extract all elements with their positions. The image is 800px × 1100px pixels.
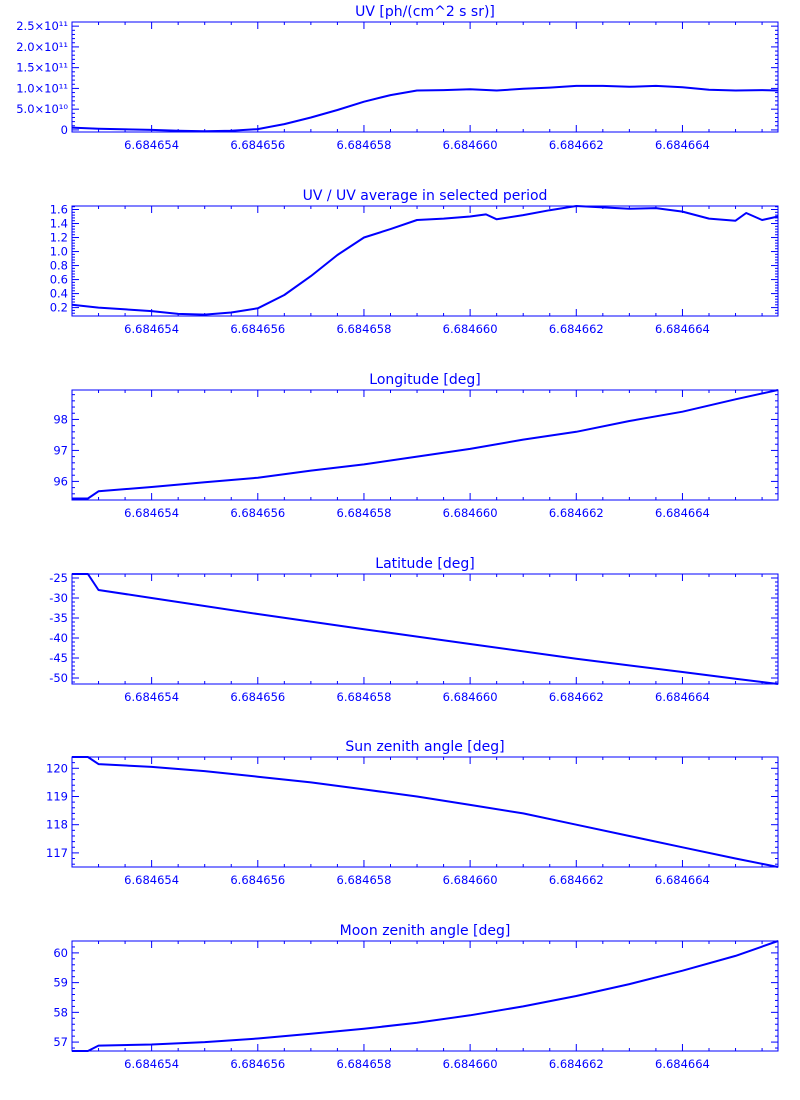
x-tick-label: 6.684662 (549, 1057, 604, 1071)
x-tick-label: 6.684656 (230, 690, 285, 704)
plot-frame (71, 756, 779, 868)
x-tick-label: 6.684664 (655, 322, 710, 336)
y-tick-label: 1.0 (50, 245, 68, 259)
chart-title: UV / UV average in selected period (303, 188, 548, 204)
series-line (71, 84, 779, 133)
x-tick-label: 6.684654 (124, 322, 179, 336)
y-tick-label: 0.2 (50, 301, 68, 315)
y-tick-label: 120 (46, 761, 68, 775)
x-tick-label: 6.684664 (655, 1057, 710, 1071)
x-tick-label: 6.684656 (230, 138, 285, 152)
chart-title: Moon zenith angle [deg] (340, 923, 511, 939)
y-tick-label: -40 (49, 631, 68, 645)
x-tick-label: 6.684654 (124, 690, 179, 704)
x-tick-label: 6.684656 (230, 322, 285, 336)
x-tick-label: 6.684658 (337, 322, 392, 336)
chart-title: UV [ph/(cm^2 s sr)] (355, 4, 495, 20)
series-line (71, 205, 779, 316)
y-tick-label: 5.0×10¹⁰ (16, 102, 68, 116)
x-tick-label: 6.684654 (124, 1057, 179, 1071)
x-tick-label: 6.684656 (230, 873, 285, 887)
y-tick-label: 1.5×10¹¹ (16, 61, 68, 75)
y-tick-label: -45 (49, 651, 68, 665)
x-tick-label: 6.684654 (124, 506, 179, 520)
x-tick-label: 6.684660 (443, 1057, 498, 1071)
x-tick-label: 6.684658 (337, 506, 392, 520)
y-tick-label: 1.4 (50, 217, 68, 231)
x-tick-label: 6.684662 (549, 690, 604, 704)
y-tick-label: 57 (53, 1035, 68, 1049)
chart-panel-0: UV [ph/(cm^2 s sr)] 6.684654 6.684656 6.684… (16, 4, 779, 152)
chart-title: Latitude [deg] (375, 556, 474, 572)
y-tick-label: 97 (53, 443, 68, 457)
x-tick-label: 6.684664 (655, 690, 710, 704)
chart-title: Sun zenith angle [deg] (345, 739, 504, 755)
y-tick-label: 118 (46, 818, 68, 832)
x-tick-label: 6.684662 (549, 506, 604, 520)
y-tick-label: 0.6 (50, 273, 68, 287)
series-line (72, 389, 779, 500)
chart-panel-3: Latitude [deg] 6.684654 6.684656 6.684658 6.… (49, 556, 779, 704)
x-tick-label: 6.684662 (549, 138, 604, 152)
y-tick-label: -30 (49, 591, 68, 605)
y-tick-label: -25 (49, 571, 68, 585)
x-tick-label: 6.684658 (337, 690, 392, 704)
y-tick-label: 96 (53, 474, 68, 488)
y-tick-label: 60 (53, 946, 68, 960)
x-tick-label: 6.684664 (655, 506, 710, 520)
y-tick-label: 2.5×10¹¹ (16, 19, 68, 33)
x-tick-label: 6.684658 (337, 1057, 392, 1071)
y-tick-label: -50 (49, 671, 68, 685)
y-tick-label: 1.6 (50, 203, 68, 217)
y-tick-label: 117 (46, 846, 68, 860)
y-tick-label: 0.8 (50, 259, 68, 273)
chart-panel-1: UV / UV average in selected period 6.6846… (50, 188, 779, 336)
plot-frame (71, 205, 779, 317)
series-line (72, 940, 779, 1052)
y-tick-label: 58 (53, 1005, 68, 1019)
y-tick-label: 0.4 (50, 287, 68, 301)
x-tick-label: 6.684664 (655, 873, 710, 887)
y-tick-label: 1.0×10¹¹ (16, 81, 68, 95)
x-tick-label: 6.684658 (337, 873, 392, 887)
x-tick-label: 6.684662 (549, 322, 604, 336)
x-tick-label: 6.684656 (230, 506, 285, 520)
y-tick-label: 1.2 (50, 231, 68, 245)
x-tick-label: 6.684654 (124, 873, 179, 887)
x-tick-label: 6.684664 (655, 138, 710, 152)
x-tick-label: 6.684660 (443, 322, 498, 336)
chart-title: Longitude [deg] (369, 372, 480, 388)
y-tick-label: 98 (53, 412, 68, 426)
y-tick-label: -35 (49, 611, 68, 625)
x-tick-label: 6.684654 (124, 138, 179, 152)
x-tick-label: 6.684656 (230, 1057, 285, 1071)
chart-panel-4: Sun zenith angle [deg] 6.684654 6.684656 6.… (46, 739, 779, 887)
chart-panel-5: Moon zenith angle [deg] 6.684654 6.684656 6… (53, 923, 779, 1071)
x-tick-label: 6.684660 (443, 506, 498, 520)
plot-frame (71, 573, 779, 685)
x-tick-label: 6.684662 (549, 873, 604, 887)
x-tick-label: 6.684660 (443, 873, 498, 887)
y-tick-label: 2.0×10¹¹ (16, 40, 68, 54)
chart-panel-2: Longitude [deg] 6.684654 6.684656 6.684658 6… (53, 372, 779, 520)
plot-frame (71, 21, 779, 133)
x-tick-label: 6.684660 (443, 138, 498, 152)
series-line (72, 573, 779, 685)
y-tick-label: 0 (61, 123, 68, 137)
y-tick-label: 119 (46, 789, 68, 803)
plot-frame (71, 389, 779, 501)
plot-frame (71, 940, 779, 1052)
x-tick-label: 6.684658 (337, 138, 392, 152)
x-tick-label: 6.684660 (443, 690, 498, 704)
series-line (72, 756, 779, 868)
y-tick-label: 59 (53, 976, 68, 990)
